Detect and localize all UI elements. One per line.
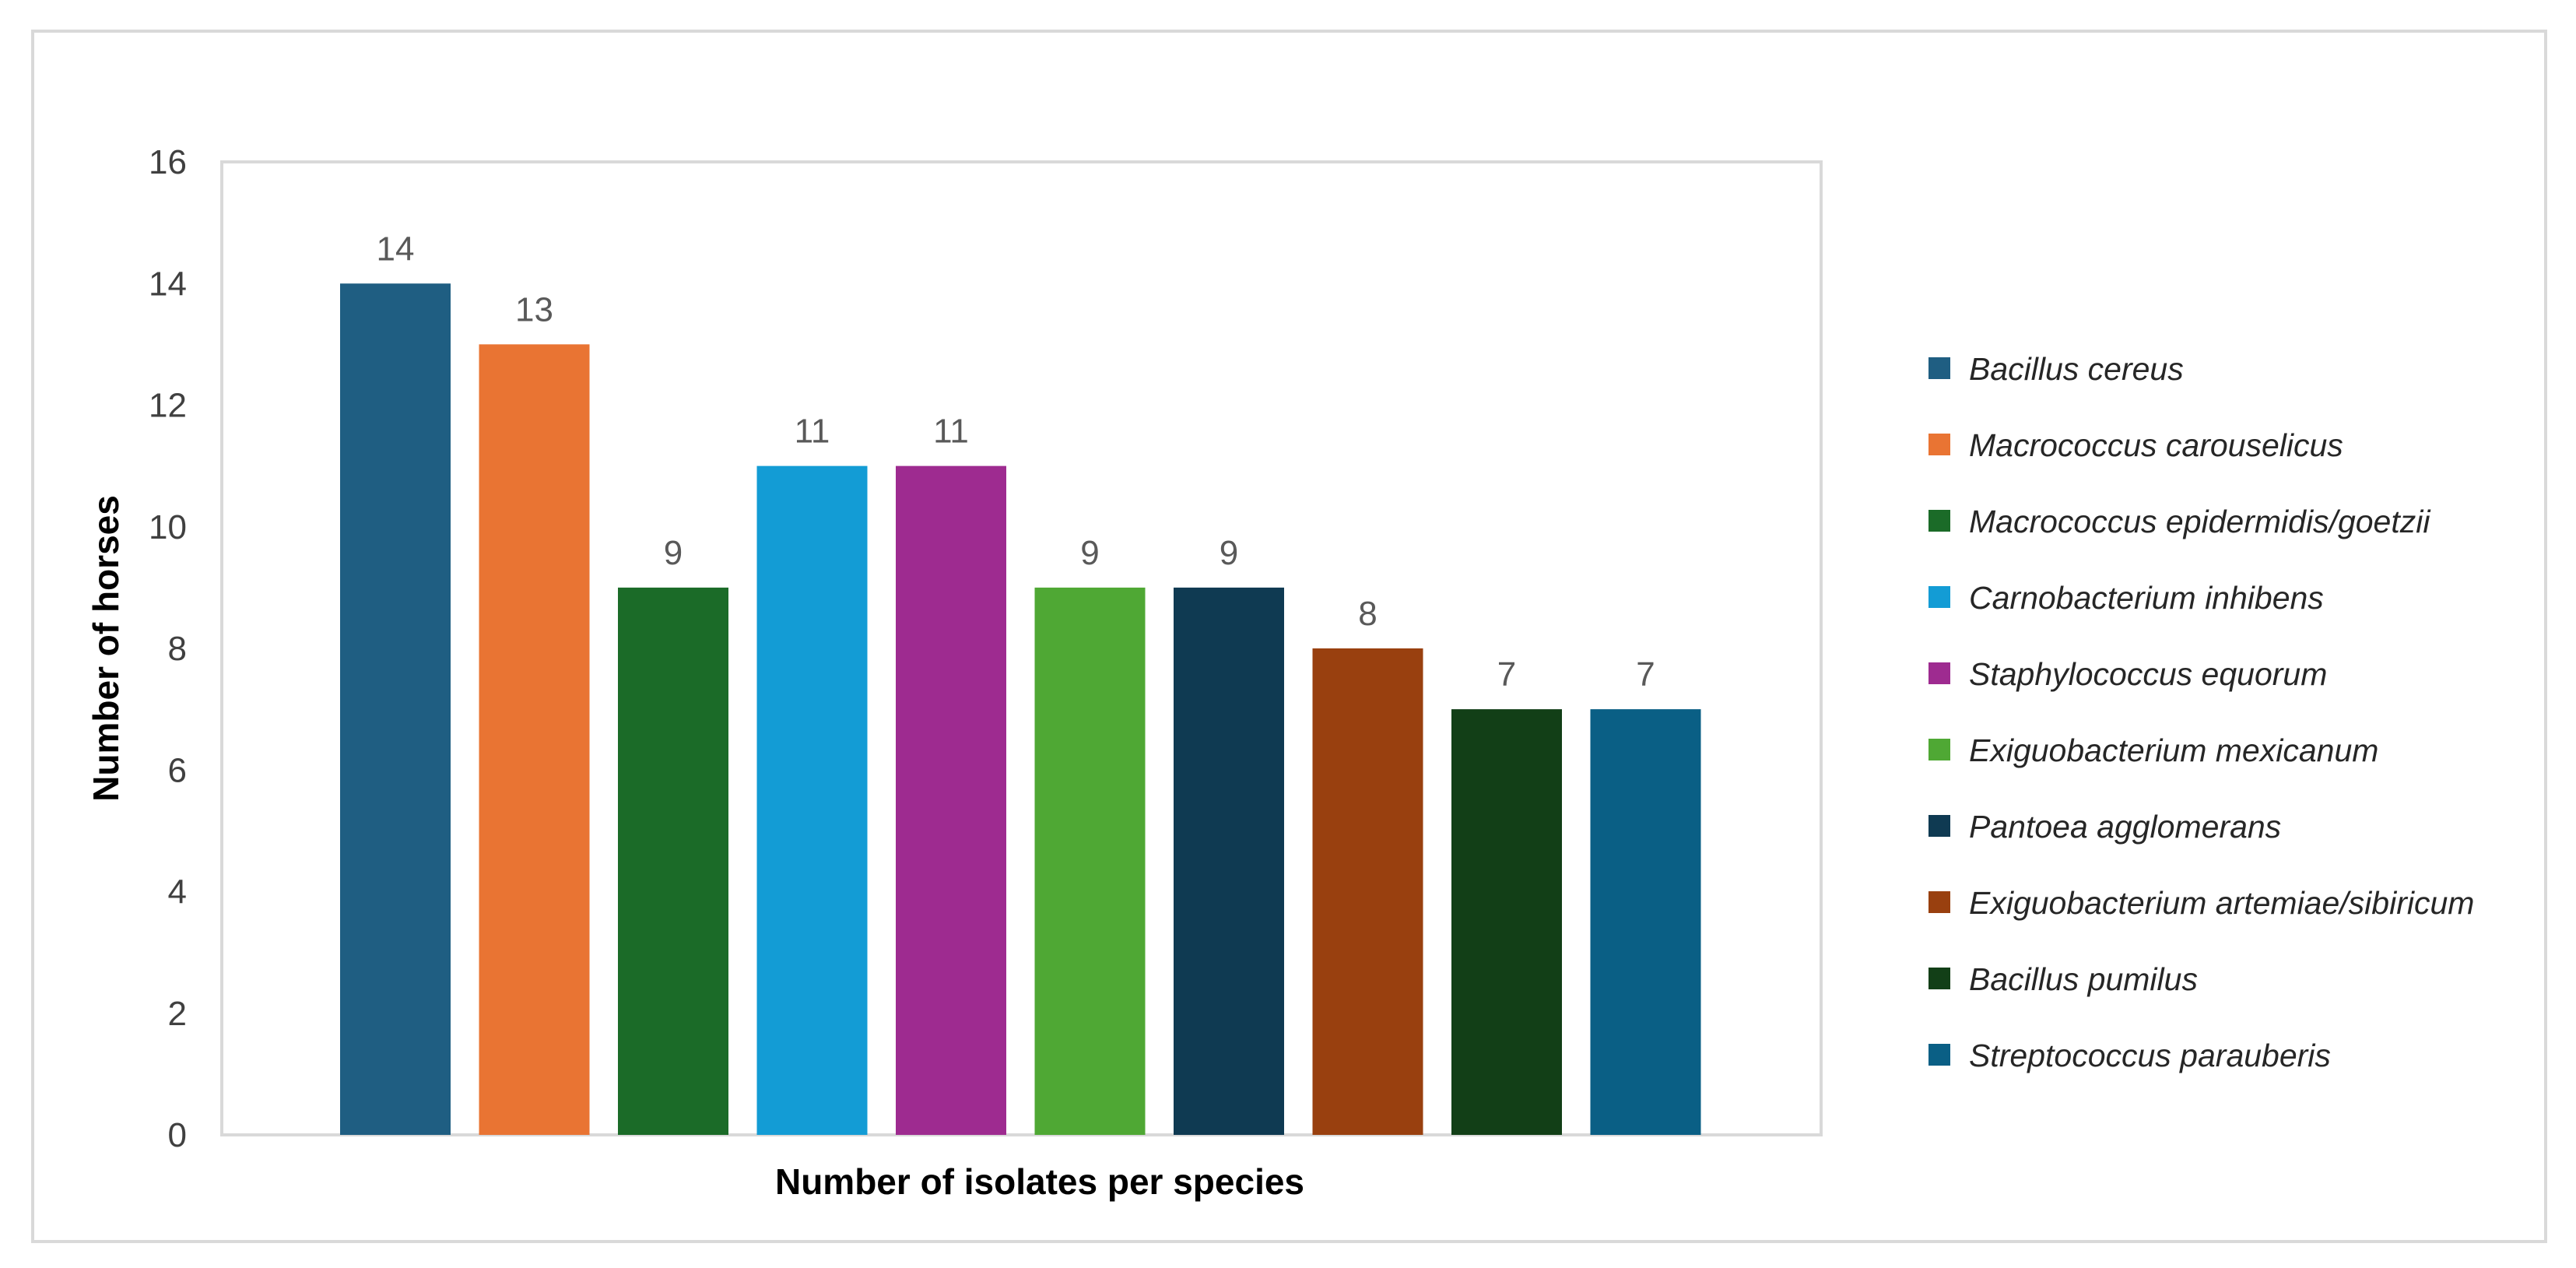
bar bbox=[756, 465, 868, 1135]
legend-label: Pantoea agglomerans bbox=[1969, 809, 2281, 845]
y-tick-label: 16 bbox=[149, 143, 187, 181]
bar bbox=[1034, 587, 1146, 1135]
legend-swatch bbox=[1928, 739, 1950, 760]
y-tick-label: 4 bbox=[168, 873, 187, 911]
legend-label: Bacillus cereus bbox=[1969, 351, 2184, 387]
data-label: 13 bbox=[515, 290, 553, 328]
legend-swatch bbox=[1928, 357, 1950, 379]
data-labels: 14 13 9 11 11 9 9 8 7 7 bbox=[377, 230, 1655, 694]
y-tick-label: 0 bbox=[168, 1116, 187, 1154]
data-label: 9 bbox=[1080, 534, 1099, 572]
bar bbox=[340, 283, 451, 1135]
y-tick-label: 8 bbox=[168, 630, 187, 668]
y-tick-label: 14 bbox=[149, 265, 187, 303]
legend-label: Carnobacterium inhibens bbox=[1969, 580, 2324, 616]
legend: Bacillus cereus Macrococcus carouselicus M… bbox=[1928, 351, 2474, 1073]
bar bbox=[1312, 648, 1423, 1135]
y-axis-title: Number of horses bbox=[86, 495, 126, 802]
bar bbox=[1590, 709, 1701, 1135]
data-label: 11 bbox=[795, 413, 830, 451]
legend-label: Staphylococcus equorum bbox=[1969, 656, 2327, 692]
y-tick-label: 10 bbox=[149, 508, 187, 546]
legend-swatch bbox=[1928, 815, 1950, 837]
legend-label: Macrococcus carouselicus bbox=[1969, 427, 2343, 463]
bar bbox=[1451, 709, 1562, 1135]
legend-label: Bacillus pumilus bbox=[1969, 961, 2198, 997]
legend-swatch bbox=[1928, 968, 1950, 989]
bar bbox=[479, 344, 590, 1135]
data-label: 11 bbox=[933, 413, 969, 451]
data-label: 9 bbox=[664, 534, 683, 572]
y-tick-label: 12 bbox=[149, 387, 187, 425]
bar bbox=[896, 465, 1006, 1135]
bar bbox=[1174, 587, 1284, 1135]
legend-swatch bbox=[1928, 586, 1950, 608]
data-label: 7 bbox=[1497, 655, 1516, 694]
y-tick-label: 6 bbox=[168, 751, 187, 789]
legend-swatch bbox=[1928, 434, 1950, 455]
x-axis-title: Number of isolates per species bbox=[775, 1161, 1304, 1202]
y-tick-label: 2 bbox=[168, 995, 187, 1033]
legend-label: Exiguobacterium artemiae/sibiricum bbox=[1969, 885, 2474, 921]
data-label: 7 bbox=[1636, 655, 1655, 694]
legend-label: Exiguobacterium mexicanum bbox=[1969, 732, 2378, 768]
data-label: 9 bbox=[1220, 534, 1238, 572]
data-label: 14 bbox=[377, 230, 415, 268]
data-label: 8 bbox=[1358, 595, 1377, 633]
plot-area bbox=[220, 160, 1823, 1136]
bar bbox=[618, 587, 728, 1135]
y-axis-ticks: 0 2 4 6 8 10 12 14 16 bbox=[149, 143, 187, 1154]
legend-label: Macrococcus epidermidis/goetzii bbox=[1969, 504, 2431, 539]
legend-swatch bbox=[1928, 891, 1950, 913]
bars bbox=[340, 283, 1701, 1135]
legend-swatch bbox=[1928, 662, 1950, 684]
legend-swatch bbox=[1928, 510, 1950, 532]
legend-swatch bbox=[1928, 1044, 1950, 1066]
legend-label: Streptococcus parauberis bbox=[1969, 1038, 2331, 1073]
